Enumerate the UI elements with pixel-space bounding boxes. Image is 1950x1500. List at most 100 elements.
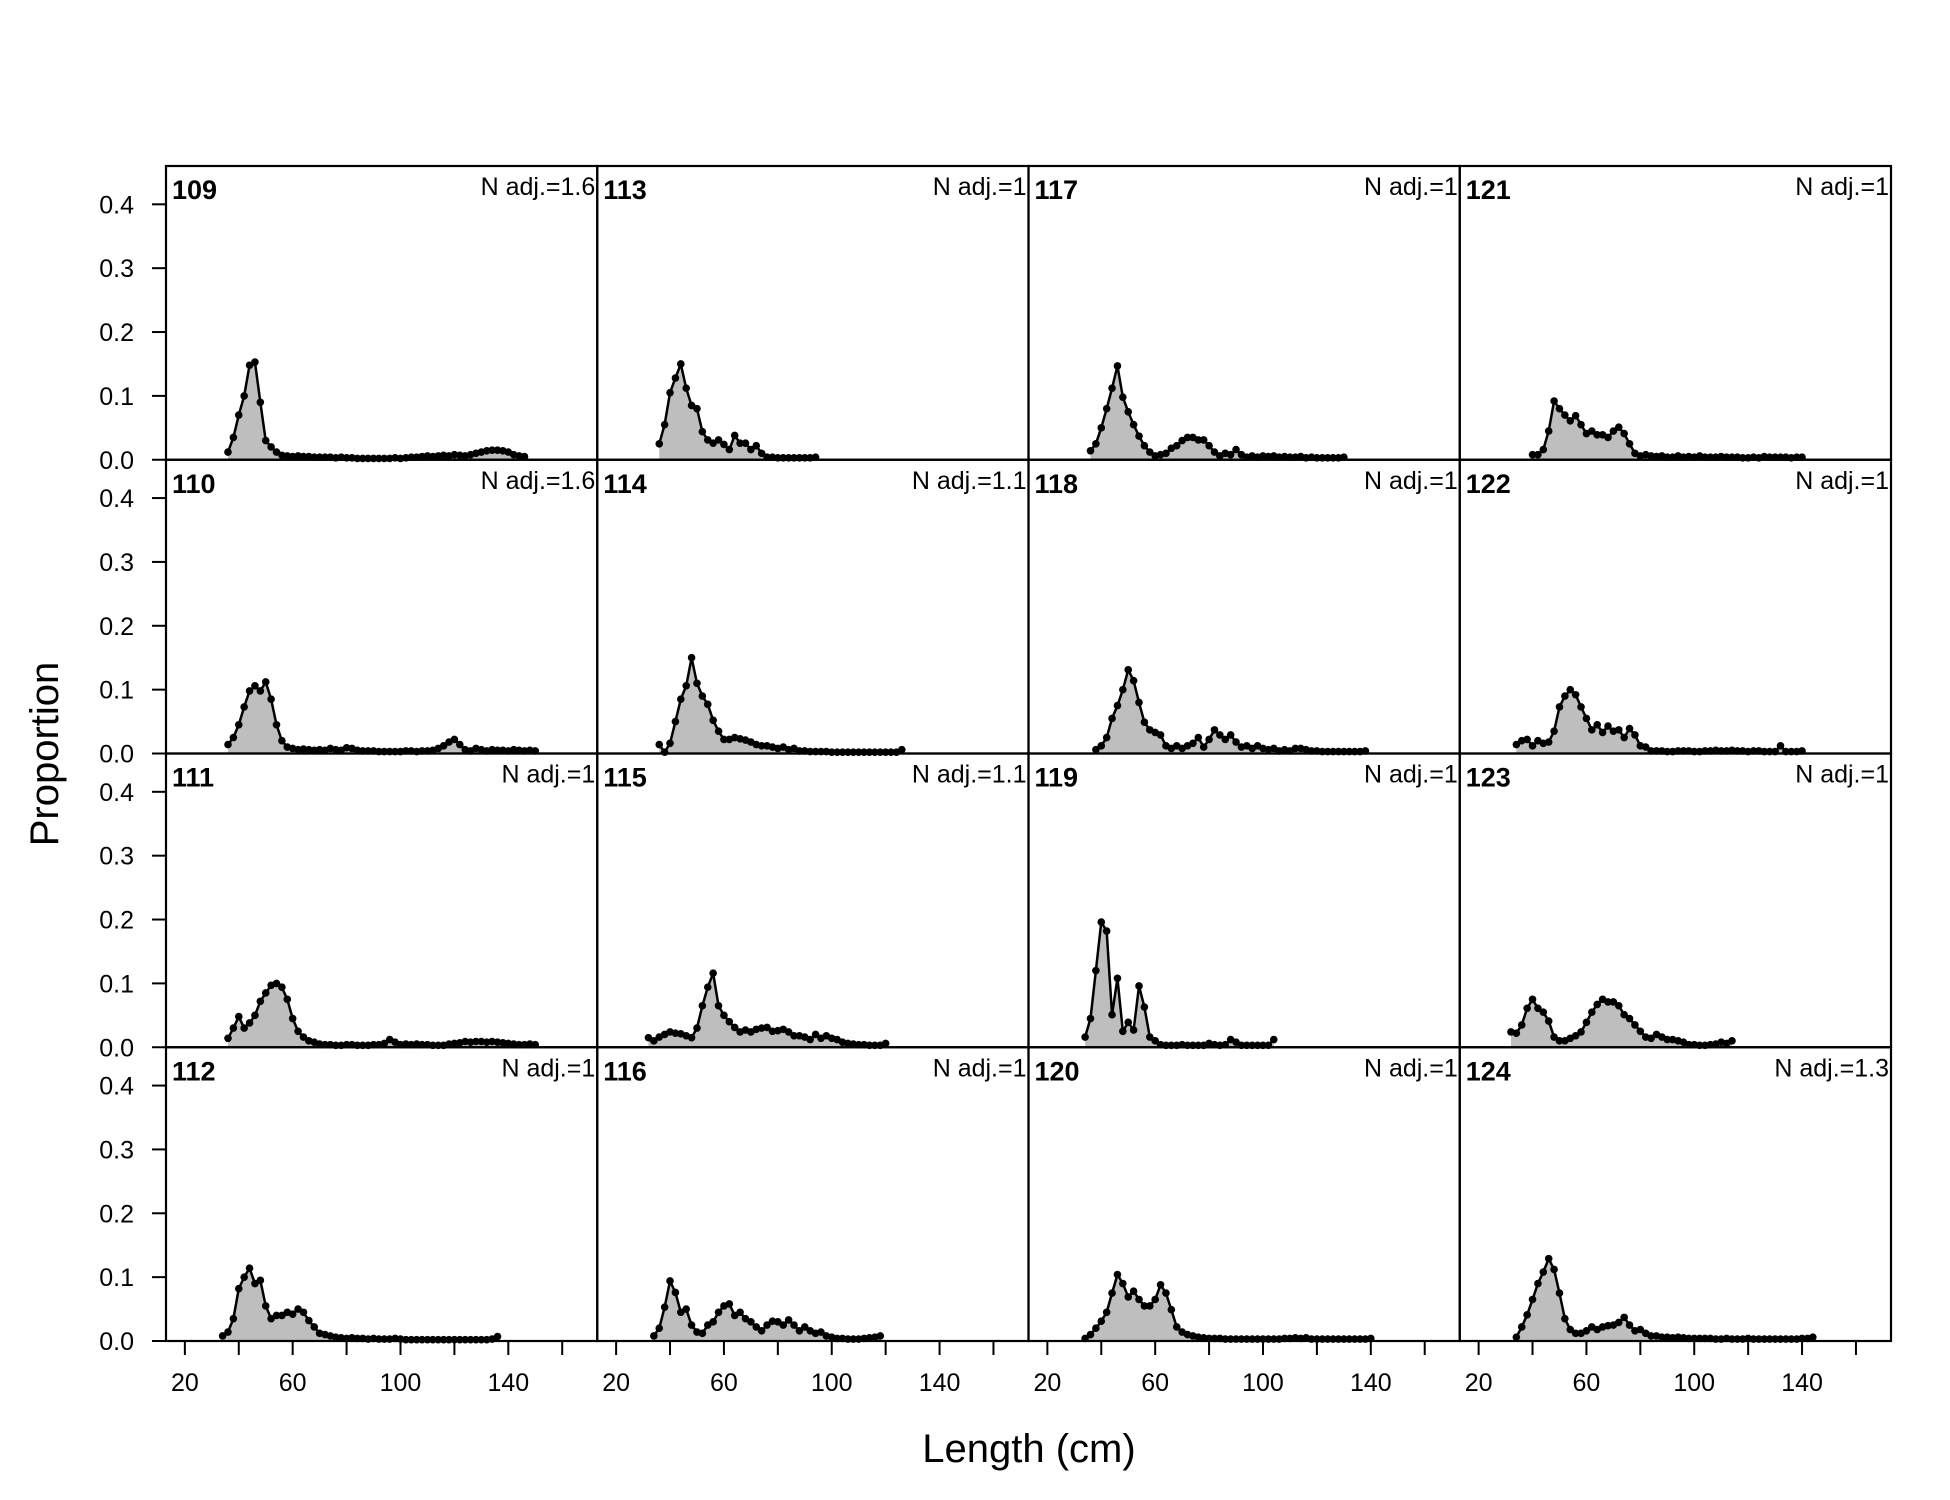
data-point bbox=[224, 740, 232, 749]
data-point bbox=[1140, 1302, 1149, 1310]
y-axis: 0.0 0.1 0.2 0.3 0.4 0.0 0.1 0.2 0.3 0.4 0.0 0.1 0.2 0… bbox=[99, 191, 166, 1356]
x-tick-label: 140 bbox=[919, 1369, 961, 1397]
n-adj-label: N adj.=1 bbox=[933, 1054, 1027, 1082]
panel-113: 113 N adj.=1 bbox=[596, 164, 1030, 462]
x-tick-label: 60 bbox=[279, 1369, 307, 1397]
data-point bbox=[687, 653, 696, 662]
data-point bbox=[299, 1033, 308, 1041]
data-point bbox=[1550, 397, 1558, 405]
data-point bbox=[677, 360, 685, 368]
data-point bbox=[1555, 703, 1564, 711]
data-point bbox=[1512, 1029, 1521, 1037]
panel-label: 115 bbox=[603, 763, 647, 793]
data-point bbox=[278, 736, 286, 745]
data-point bbox=[1582, 1018, 1591, 1027]
data-point bbox=[650, 1037, 658, 1045]
data-point bbox=[1517, 1323, 1526, 1331]
y-tick-label: 0.3 bbox=[99, 255, 134, 283]
area-fill bbox=[227, 362, 525, 460]
x-tick-label: 60 bbox=[1573, 1369, 1601, 1397]
data-point bbox=[1135, 698, 1143, 707]
data-point bbox=[666, 1277, 674, 1285]
y-tick-label: 0.4 bbox=[99, 1073, 134, 1101]
data-point bbox=[1145, 1302, 1154, 1310]
data-point bbox=[714, 727, 723, 735]
data-point bbox=[1113, 701, 1122, 710]
n-adj-label: N adj.=1 bbox=[501, 1054, 595, 1082]
data-point bbox=[1269, 1035, 1278, 1044]
data-point bbox=[256, 997, 265, 1006]
data-point bbox=[1523, 1311, 1531, 1319]
data-point bbox=[666, 388, 674, 397]
data-point bbox=[1577, 703, 1585, 711]
n-adj-label: N adj.=1 bbox=[1795, 173, 1889, 201]
data-point bbox=[876, 1332, 885, 1340]
data-point bbox=[1512, 740, 1521, 749]
data-point bbox=[1555, 1037, 1564, 1045]
panel-109: 109 N adj.=1.6 bbox=[164, 164, 599, 463]
data-point bbox=[1151, 1037, 1159, 1045]
data-point bbox=[520, 452, 529, 461]
data-point bbox=[682, 682, 690, 690]
data-point bbox=[1140, 718, 1149, 727]
area-fill bbox=[659, 363, 816, 460]
area-fill bbox=[227, 681, 536, 754]
n-adj-label: N adj.=1.1 bbox=[912, 761, 1027, 789]
data-point bbox=[1561, 411, 1569, 419]
data-point bbox=[1566, 685, 1575, 694]
y-tick-label: 0.3 bbox=[99, 1136, 134, 1164]
panel-frame bbox=[164, 458, 599, 755]
y-tick-label: 0.0 bbox=[99, 447, 134, 475]
n-adj-label: N adj.=1.6 bbox=[481, 173, 596, 201]
data-point bbox=[698, 1001, 707, 1010]
x-tick-label: 20 bbox=[1465, 1369, 1493, 1397]
data-point bbox=[790, 1031, 798, 1040]
data-point bbox=[806, 1035, 814, 1044]
panel-label: 117 bbox=[1035, 175, 1079, 205]
data-point bbox=[757, 449, 766, 458]
data-point bbox=[1199, 436, 1208, 444]
data-point bbox=[1199, 743, 1208, 751]
data-point bbox=[1647, 1034, 1655, 1043]
n-adj-label: N adj.=1.1 bbox=[912, 467, 1027, 495]
panel-117: 117 N adj.=1 bbox=[1027, 164, 1461, 462]
panel-120: 120 N adj.=1 bbox=[1027, 1046, 1461, 1343]
data-point bbox=[1512, 1333, 1521, 1341]
data-point bbox=[1129, 420, 1138, 429]
data-point bbox=[1129, 1026, 1138, 1034]
data-point bbox=[1614, 1001, 1623, 1010]
data-point bbox=[687, 1321, 696, 1329]
data-point bbox=[256, 1276, 265, 1285]
data-point bbox=[1588, 1008, 1596, 1016]
data-point bbox=[305, 1316, 313, 1325]
data-point bbox=[730, 431, 739, 440]
y-tick-label: 0.2 bbox=[99, 613, 134, 641]
data-point bbox=[380, 1039, 389, 1048]
data-point bbox=[1108, 714, 1116, 723]
x-tick-label: 100 bbox=[380, 1369, 422, 1397]
data-point bbox=[294, 1027, 302, 1036]
data-point bbox=[1194, 733, 1203, 742]
data-point bbox=[1528, 995, 1537, 1004]
x-tick-label: 100 bbox=[811, 1369, 853, 1397]
x-tick-label: 100 bbox=[1242, 1369, 1284, 1397]
data-point bbox=[1614, 1318, 1623, 1327]
panel-111: 111 N adj.=1 bbox=[164, 752, 599, 1050]
data-point bbox=[1129, 676, 1138, 685]
data-point bbox=[1663, 1035, 1672, 1044]
data-point bbox=[234, 1012, 243, 1021]
y-tick-label: 0.4 bbox=[99, 485, 134, 513]
data-point bbox=[747, 445, 755, 454]
data-point bbox=[1566, 417, 1575, 425]
data-point bbox=[1205, 441, 1213, 450]
n-adj-label: N adj.=1.3 bbox=[1774, 1054, 1889, 1082]
data-point bbox=[450, 735, 459, 744]
data-point bbox=[725, 1017, 734, 1026]
data-point bbox=[730, 1023, 739, 1032]
x-axis: 20 60 100 140 20 60 100 140 20 60 100 140 20 60 100 140 bbox=[171, 1341, 1857, 1397]
data-point bbox=[493, 746, 502, 755]
data-point bbox=[655, 439, 664, 448]
data-point bbox=[881, 1039, 890, 1048]
data-point bbox=[709, 969, 717, 977]
panel-label: 119 bbox=[1035, 763, 1079, 793]
